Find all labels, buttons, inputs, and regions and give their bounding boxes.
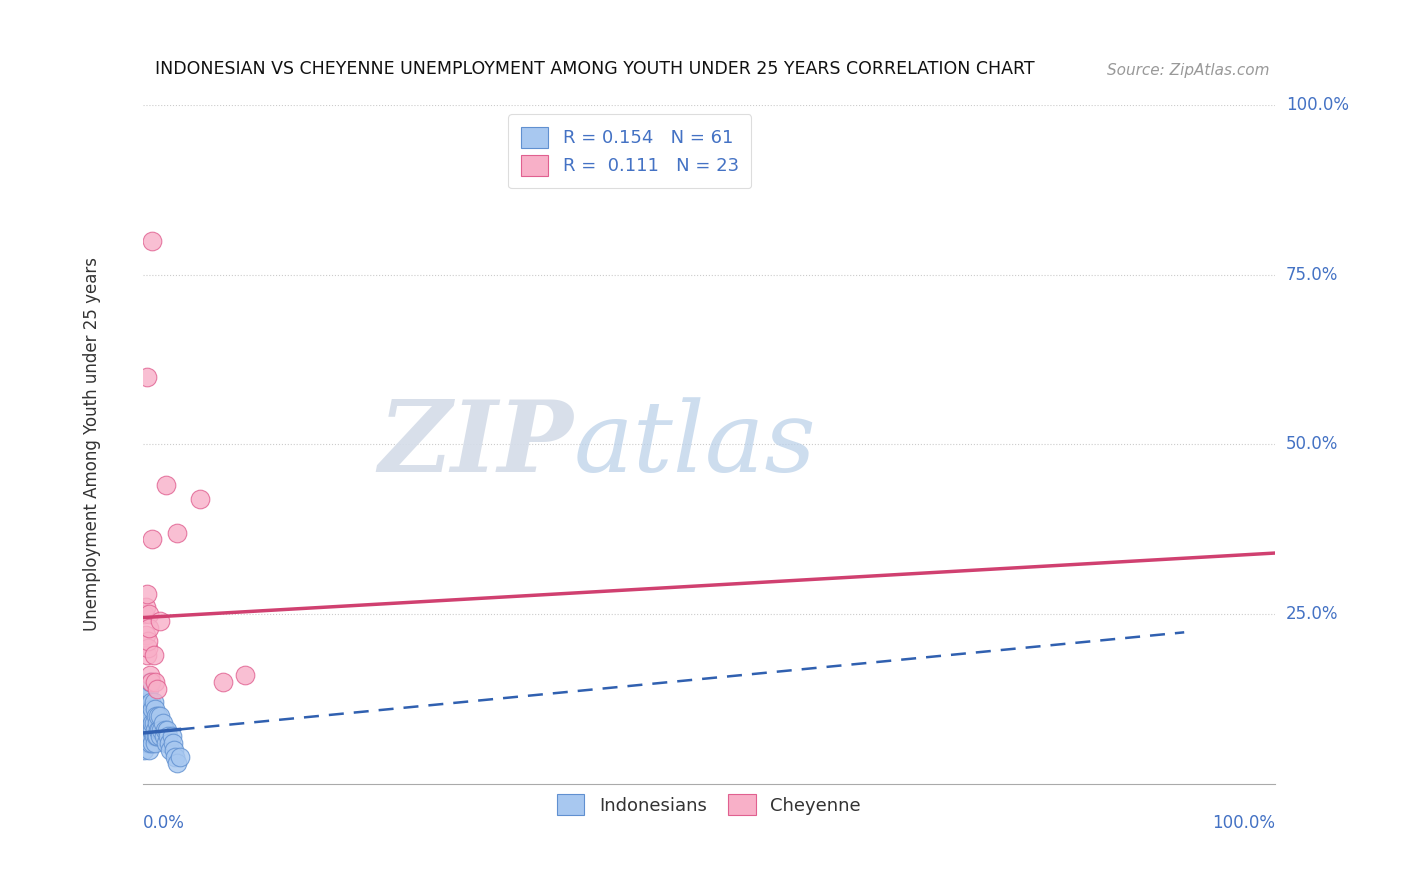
Point [188, 491, 211, 506]
Point [155, 478, 177, 492]
Point [135, 600, 157, 615]
Point [159, 743, 181, 757]
Point [134, 729, 156, 743]
Point [155, 736, 177, 750]
Point [136, 715, 159, 730]
Point [157, 729, 180, 743]
Point [135, 736, 157, 750]
Point [141, 723, 163, 737]
Point [136, 689, 159, 703]
Point [143, 723, 166, 737]
Point [138, 743, 160, 757]
Point [135, 648, 157, 662]
Point [141, 709, 163, 723]
Point [136, 709, 159, 723]
Point [135, 723, 157, 737]
Point [136, 641, 159, 656]
Point [142, 729, 165, 743]
Text: 50.0%: 50.0% [1286, 435, 1339, 453]
Text: Source: ZipAtlas.com: Source: ZipAtlas.com [1107, 63, 1270, 78]
Text: atlas: atlas [574, 397, 815, 492]
Point [141, 736, 163, 750]
Point [135, 627, 157, 641]
Text: ZIP: ZIP [378, 396, 574, 492]
Point [152, 715, 174, 730]
Point [141, 533, 163, 547]
Point [146, 681, 169, 696]
Point [134, 607, 156, 622]
Legend: Indonesians, Cheyenne: Indonesians, Cheyenne [550, 787, 868, 822]
Point [160, 729, 183, 743]
Point [135, 709, 157, 723]
Point [134, 743, 156, 757]
Point [143, 675, 166, 690]
Point [135, 702, 157, 716]
Point [149, 729, 172, 743]
Point [156, 723, 179, 737]
Point [135, 587, 157, 601]
Point [138, 607, 160, 622]
Text: 100.0%: 100.0% [1212, 814, 1275, 832]
Point [135, 723, 157, 737]
Point [233, 668, 256, 682]
Point [166, 756, 188, 771]
Point [136, 729, 159, 743]
Point [145, 709, 167, 723]
Point [136, 634, 159, 648]
Point [139, 668, 162, 682]
Point [142, 695, 165, 709]
Point [139, 736, 162, 750]
Point [169, 749, 191, 764]
Point [146, 709, 169, 723]
Point [139, 715, 162, 730]
Point [141, 729, 163, 743]
Point [157, 736, 180, 750]
Point [135, 695, 157, 709]
Point [135, 715, 157, 730]
Point [211, 675, 233, 690]
Point [146, 729, 169, 743]
Point [148, 723, 170, 737]
Point [139, 723, 162, 737]
Point [162, 736, 184, 750]
Point [142, 715, 165, 730]
Text: Unemployment Among Youth under 25 years: Unemployment Among Youth under 25 years [83, 258, 101, 632]
Point [149, 614, 172, 628]
Point [138, 723, 160, 737]
Point [141, 723, 163, 737]
Point [152, 729, 174, 743]
Text: 0.0%: 0.0% [143, 814, 186, 832]
Point [141, 695, 163, 709]
Point [163, 743, 186, 757]
Point [138, 729, 160, 743]
Point [138, 681, 160, 696]
Point [139, 702, 162, 716]
Point [138, 709, 160, 723]
Point [163, 749, 186, 764]
Point [138, 621, 160, 635]
Point [135, 369, 157, 384]
Point [143, 736, 166, 750]
Point [139, 675, 162, 690]
Point [150, 723, 173, 737]
Point [146, 715, 169, 730]
Point [142, 648, 165, 662]
Text: 25.0%: 25.0% [1286, 605, 1339, 624]
Point [143, 702, 166, 716]
Point [145, 729, 167, 743]
Point [141, 675, 163, 690]
Point [149, 709, 172, 723]
Point [166, 525, 188, 540]
Point [146, 723, 169, 737]
Text: 75.0%: 75.0% [1286, 266, 1339, 284]
Text: 100.0%: 100.0% [1286, 96, 1348, 114]
Text: INDONESIAN VS CHEYENNE UNEMPLOYMENT AMONG YOUTH UNDER 25 YEARS CORRELATION CHART: INDONESIAN VS CHEYENNE UNEMPLOYMENT AMON… [155, 60, 1035, 78]
Point [141, 702, 163, 716]
Point [141, 715, 163, 730]
Point [141, 234, 163, 248]
Point [153, 723, 176, 737]
